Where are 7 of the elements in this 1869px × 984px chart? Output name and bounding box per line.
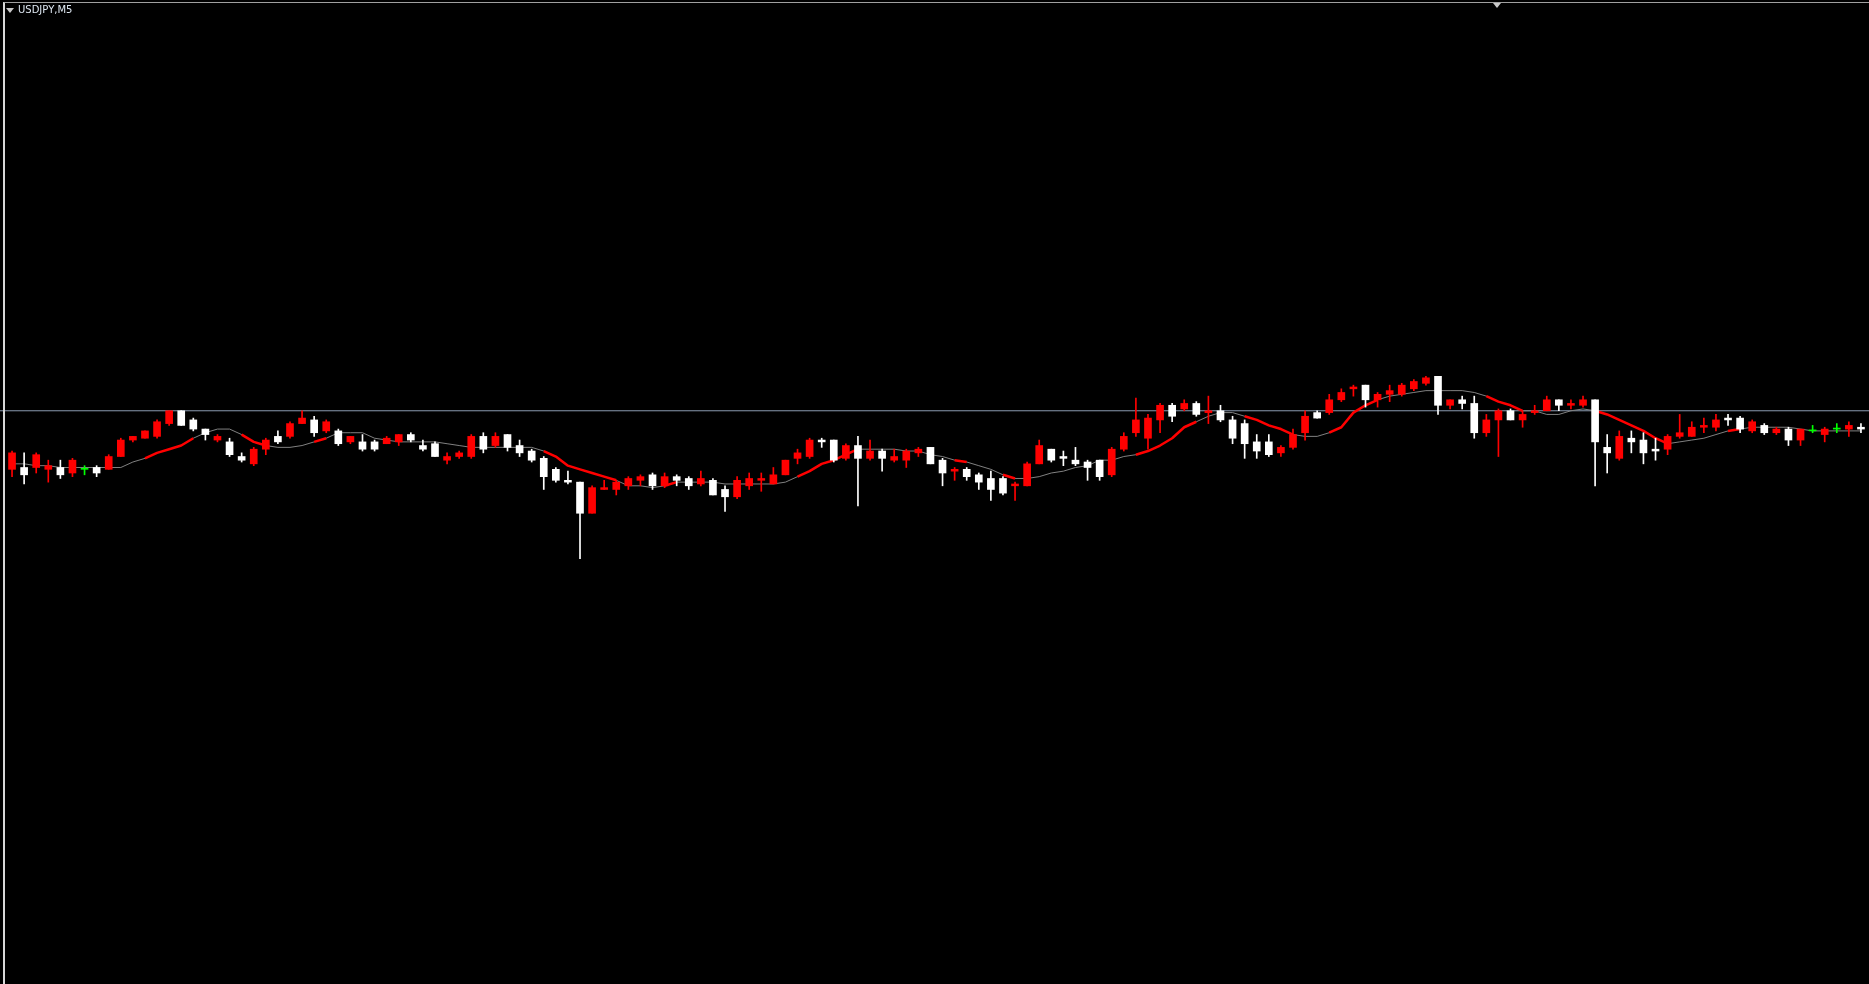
- candlestick: [1845, 421, 1853, 437]
- candlestick: [854, 436, 862, 507]
- chart-title: USDJPY,M5: [18, 4, 73, 15]
- candlestick: [1700, 417, 1708, 434]
- candlestick: [1603, 434, 1612, 474]
- candlestick: [1675, 414, 1684, 439]
- candlestick: [757, 472, 766, 492]
